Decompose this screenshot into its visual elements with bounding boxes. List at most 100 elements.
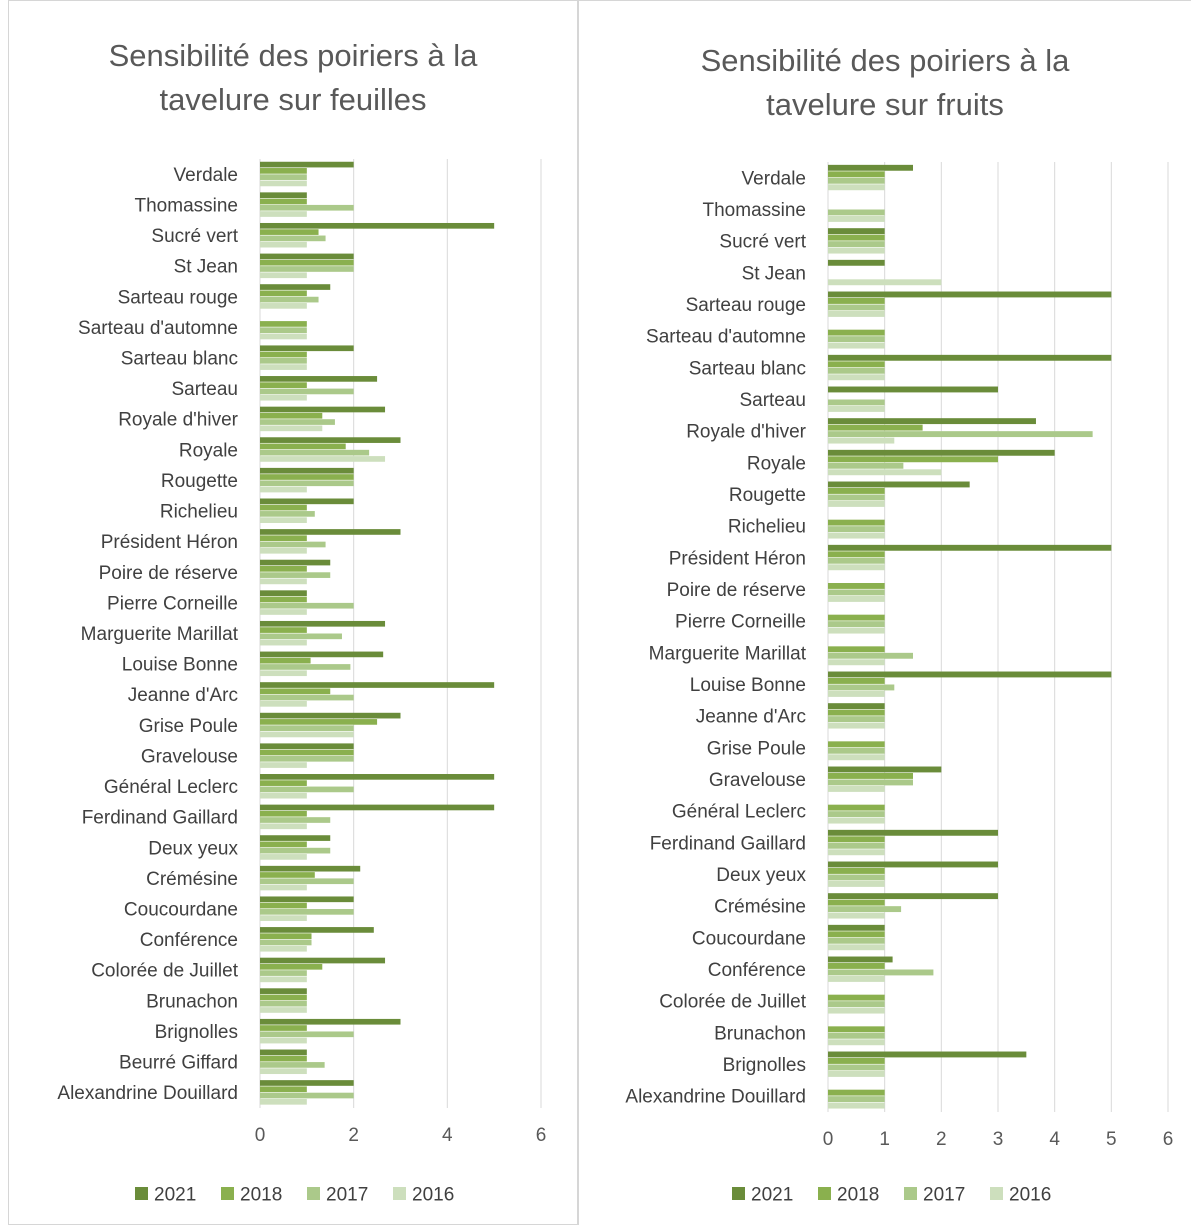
bar-2016-royale-d-hiver: [260, 425, 323, 432]
bar-2016-st-jean: [260, 272, 307, 279]
bar-2021-verdale: [828, 164, 913, 171]
bar-2016-marguerite-marillat: [828, 659, 885, 666]
bar-2017-alexandrine-douillard: [260, 1092, 354, 1099]
bar-2016-royale: [260, 456, 386, 462]
bar-2018-sarteau-blanc: [828, 361, 885, 368]
bar-2017-president-heron: [260, 541, 326, 548]
bar-2018-royale-d-hiver: [260, 412, 323, 419]
bar-2017-sarteau-d-automne: [828, 336, 885, 343]
bar-2017-president-heron: [828, 557, 885, 564]
bar-2017-sarteau-rouge: [828, 304, 885, 311]
bar-2021-richelieu: [260, 498, 354, 505]
bar-2021-president-heron: [828, 544, 1112, 551]
category-label: Pierre Corneille: [675, 612, 806, 633]
bar-2021-verdale: [260, 161, 354, 168]
category-label: Conférence: [708, 960, 806, 981]
bar-2018-rougette: [828, 488, 885, 494]
bar-2017-sarteau: [260, 388, 354, 395]
bar-2018-richelieu: [260, 504, 307, 511]
bar-2017-coloree-de-juillet: [828, 1001, 885, 1008]
bar-2018-coloree-de-juillet: [828, 994, 885, 1001]
bar-2021-brunachon: [260, 988, 307, 994]
bar-2021-ferdinand-gaillard: [828, 829, 998, 836]
bar-2018-st-jean: [260, 259, 354, 266]
bar-2018-cremesine: [260, 872, 315, 878]
bar-2016-jeanne-d-arc: [828, 722, 885, 729]
bar-2018-poire-de-reserve: [828, 583, 885, 589]
legend-swatch-2017: [904, 1187, 917, 1200]
bar-2021-sarteau-rouge: [260, 284, 331, 290]
bar-2017-thomassine: [828, 209, 885, 216]
bar-2018-louise-bonne: [260, 657, 311, 664]
bar-2021-president-heron: [260, 529, 401, 535]
category-label: Louise Bonne: [690, 675, 806, 696]
x-tick-label: 5: [1106, 1129, 1117, 1150]
bar-2017-sarteau-blanc: [260, 357, 307, 364]
bar-chart-fruits: 0 1 2 3 4 5 6 Verdale Thomassine Sucré vert St Jea…: [625, 162, 1174, 1206]
bar-2017-brignolles: [260, 1031, 354, 1038]
bar-2016-sucre-vert: [260, 241, 307, 248]
category-label: St Jean: [174, 257, 238, 278]
bar-2021-marguerite-marillat: [260, 620, 386, 627]
category-label: Grise Poule: [707, 738, 806, 759]
bar-2017-ferdinand-gaillard: [828, 842, 885, 849]
x-tick-label: 6: [1163, 1129, 1174, 1150]
bar-2016-deux-yeux: [260, 854, 307, 860]
bar-2017-sarteau-blanc: [828, 367, 885, 374]
category-label: Royale d'hiver: [118, 410, 238, 431]
bar-2017-pierre-corneille: [828, 621, 885, 628]
bar-2016-brignolles: [828, 1070, 885, 1077]
category-label: Crémésine: [714, 897, 806, 918]
bar-2016-thomassine: [260, 211, 307, 217]
category-label: Marguerite Marillat: [81, 624, 239, 645]
bar-2018-rougette: [260, 474, 354, 480]
bar-2021-cremesine: [828, 893, 998, 900]
category-label: Grise Poule: [139, 716, 238, 737]
bar-2017-royale: [260, 449, 370, 456]
bar-2018-pierre-corneille: [828, 614, 885, 621]
bar-2016-coloree-de-juillet: [828, 1007, 885, 1014]
bar-2016-grise-poule: [260, 731, 354, 738]
category-label: Sarteau d'automne: [78, 318, 238, 339]
bar-2018-thomassine: [260, 198, 307, 205]
bar-2021-rougette: [260, 467, 354, 474]
bar-2018-jeanne-d-arc: [828, 709, 885, 716]
category-label: Richelieu: [160, 502, 238, 523]
category-label: Royale: [747, 453, 806, 474]
bar-2016-louise-bonne: [828, 690, 885, 697]
bar-2017-pierre-corneille: [260, 602, 354, 609]
legend-label-2018: 2018: [837, 1185, 879, 1206]
category-label: Sarteau blanc: [689, 358, 806, 379]
legend-label-2016: 2016: [1009, 1185, 1051, 1206]
bar-2021-general-leclerc: [260, 774, 495, 780]
bar-2021-deux-yeux: [260, 835, 331, 841]
x-tick-label: 2: [348, 1125, 359, 1146]
bar-2021-royale-d-hiver: [828, 418, 1036, 425]
bar-2016-general-leclerc: [260, 792, 307, 799]
bar-2017-rougette: [828, 494, 885, 501]
category-label: Sarteau d'automne: [646, 327, 806, 348]
bar-2021-conference: [828, 956, 893, 963]
bar-2018-marguerite-marillat: [828, 646, 885, 653]
category-label: Jeanne d'Arc: [128, 685, 238, 706]
category-label: Colorée de Juillet: [91, 961, 239, 982]
bar-2017-grise-poule: [828, 747, 885, 754]
chart-title-fruits: Sensibilité des poiriers à la tavelure s…: [700, 43, 1070, 122]
bar-2021-coucourdane: [260, 896, 354, 903]
bar-2018-sarteau-rouge: [828, 298, 885, 304]
bar-2016-pierre-corneille: [260, 609, 307, 615]
bar-2016-richelieu: [828, 532, 885, 539]
category-label: Président Héron: [101, 532, 238, 553]
bar-2018-marguerite-marillat: [260, 627, 307, 633]
category-label: Gravelouse: [141, 746, 238, 767]
bar-2021-royale-d-hiver: [260, 406, 386, 413]
bar-2016-sucre-vert: [828, 247, 885, 254]
category-label: Coucourdane: [692, 928, 806, 949]
category-label: Brunachon: [714, 1023, 806, 1044]
bar-2016-thomassine: [828, 215, 885, 222]
bar-2021-gravelouse: [260, 743, 354, 750]
category-label: Sucré vert: [151, 226, 238, 247]
category-label: Thomassine: [703, 200, 807, 221]
category-label: Richelieu: [728, 517, 806, 538]
category-label: Brignolles: [155, 1022, 238, 1043]
